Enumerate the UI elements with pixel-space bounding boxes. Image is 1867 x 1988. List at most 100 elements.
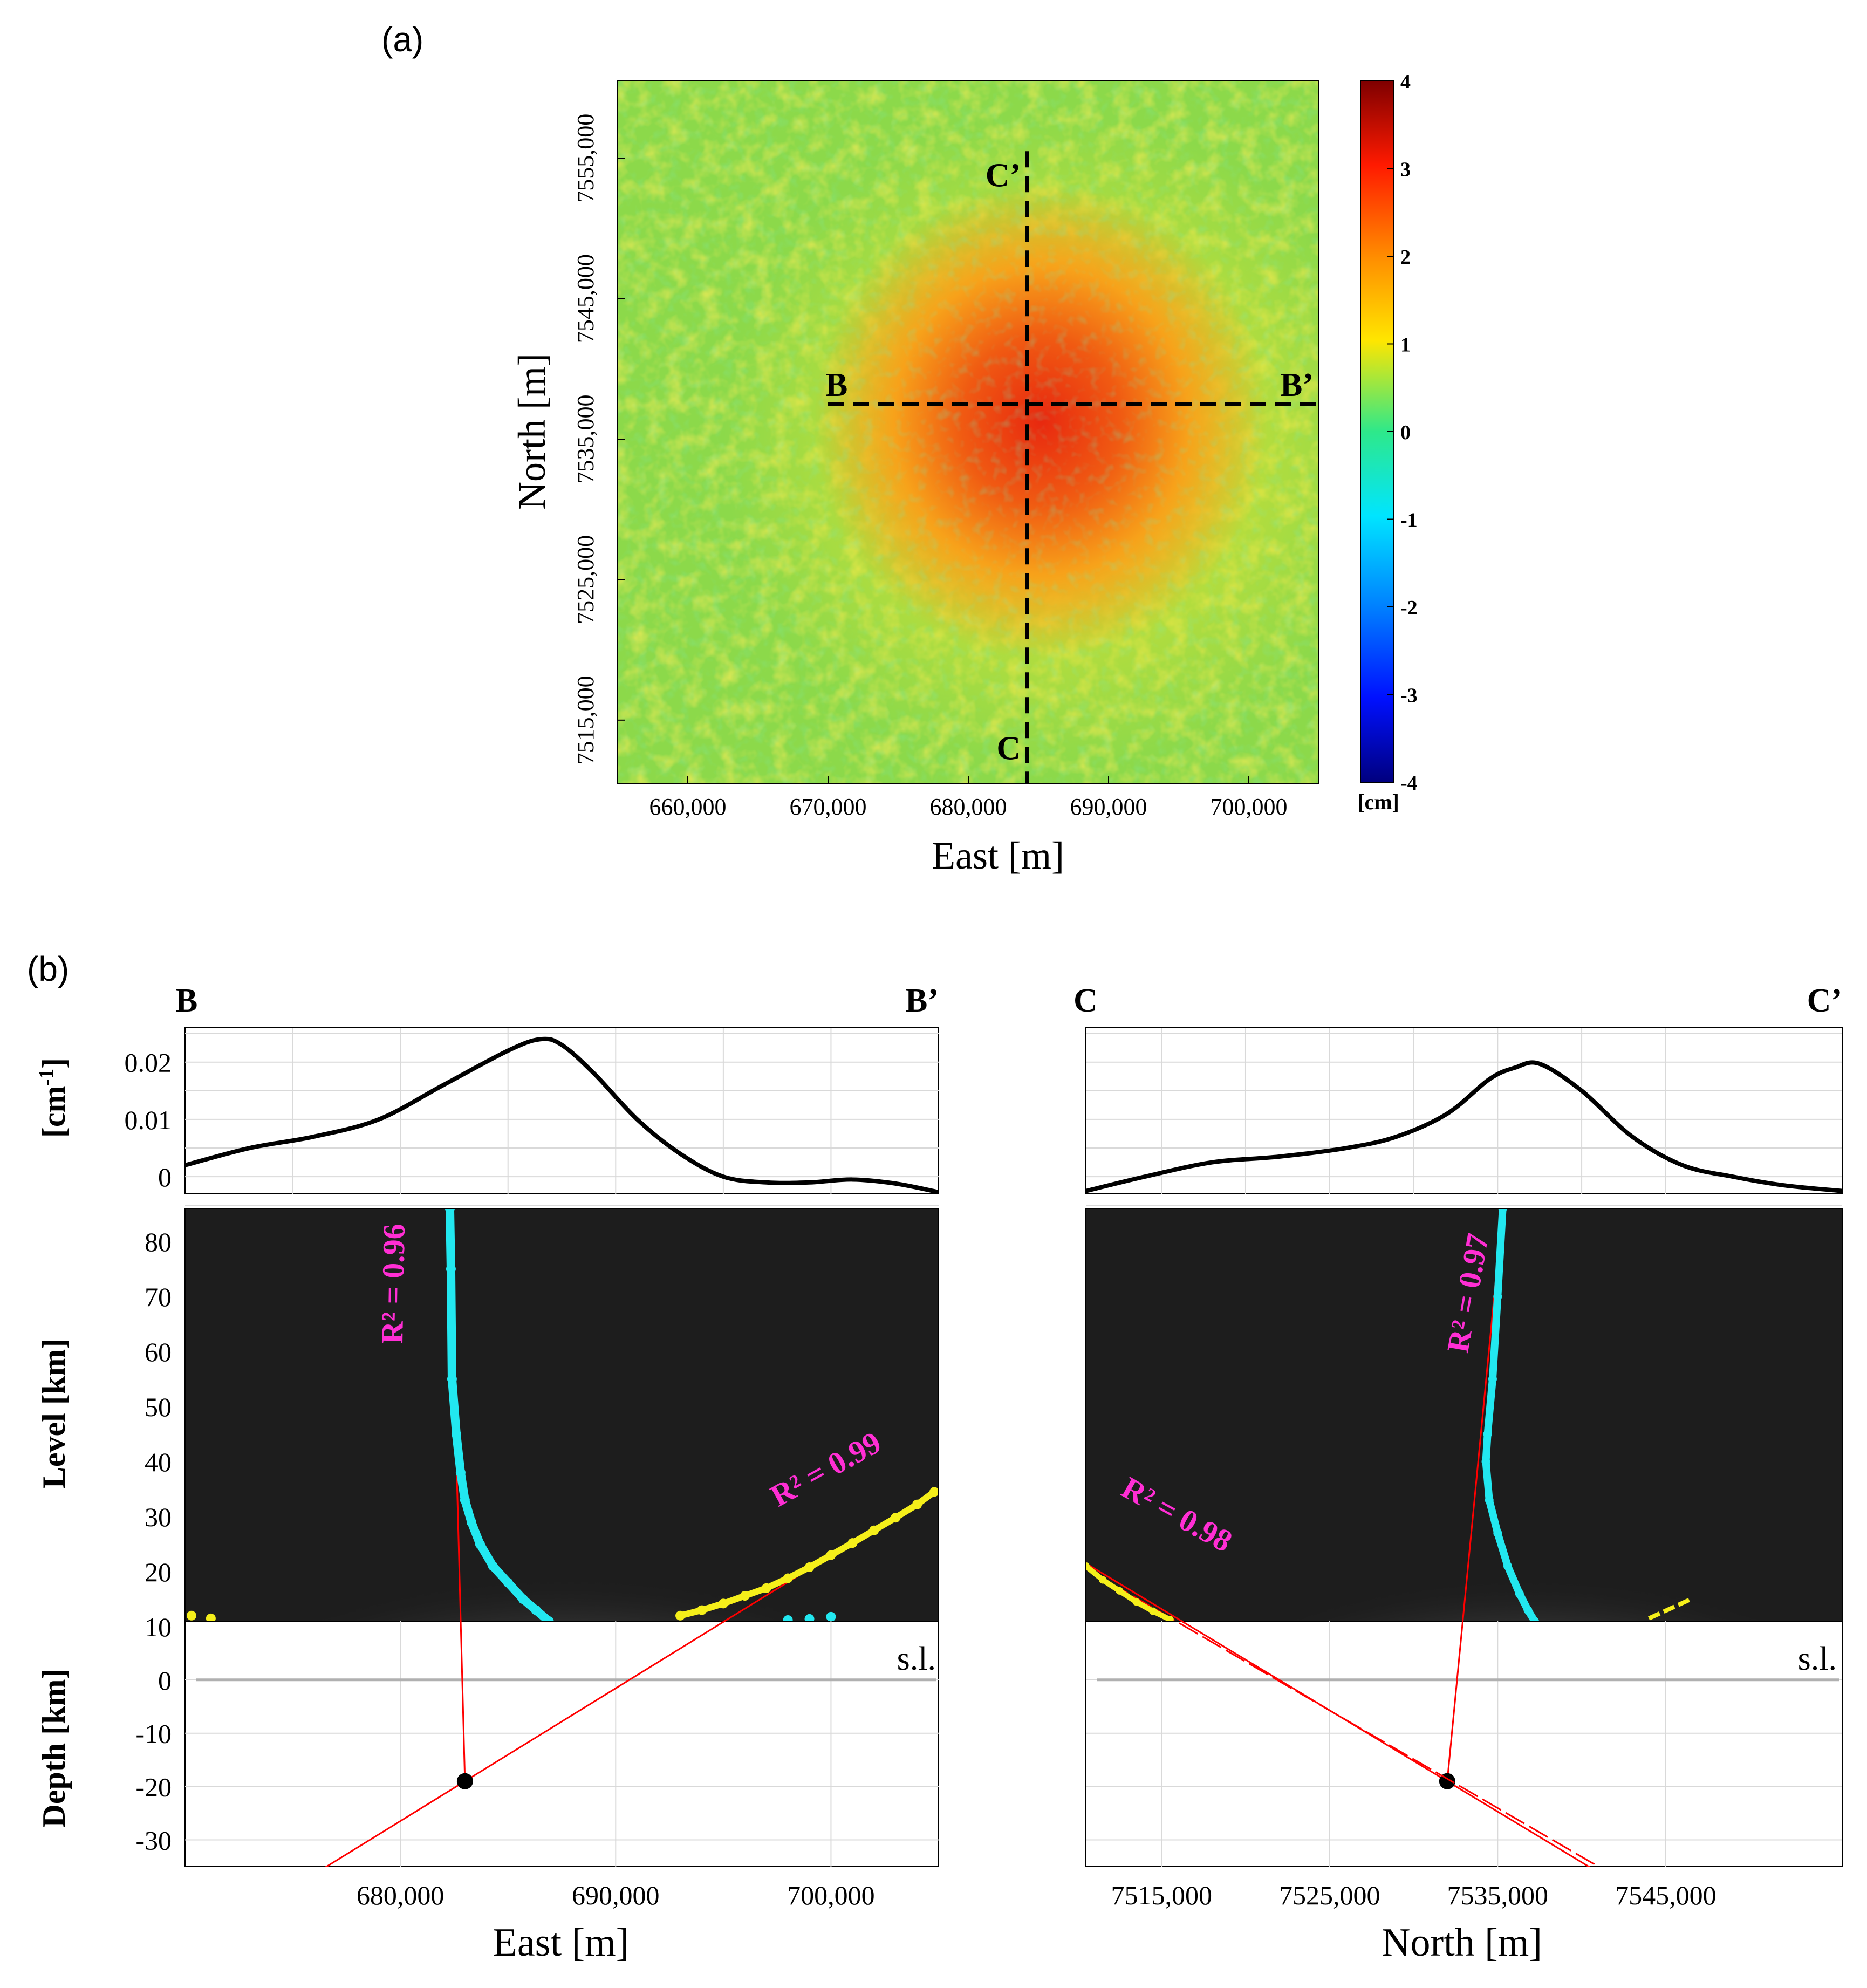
colorbar-tick-label: -2 (1400, 597, 1418, 619)
profile-b-cyan-point (447, 1374, 457, 1384)
profile-c-depth-grid (1086, 1621, 1842, 1867)
profile-b-yellow-point (891, 1513, 901, 1523)
profile-c-curve-axes (1085, 1027, 1843, 1194)
profile-c-curve-grid (1086, 1028, 1842, 1206)
profile-b-yellow-point (847, 1538, 858, 1548)
profile-b-cyan-point (451, 1429, 461, 1439)
map-y-label: North [m] (510, 353, 553, 510)
level-y-tick-label: 10 (145, 1612, 172, 1642)
profile-b-shallow-fit (325, 1621, 727, 1867)
depth-y-tick-label: -30 (135, 1826, 172, 1856)
profile-b-source-point (456, 1773, 473, 1789)
profile-c-panel: C C’ R² = 0.98 R² = 0.97 7515,000 7525,00… (1073, 982, 1843, 1965)
map-panel: 660,000 670,000 680,000 690,000 700,000 7515,… (510, 80, 1319, 877)
profile-b-cyan-point (444, 1208, 455, 1213)
profile-b-cyan-point (544, 1616, 554, 1621)
profile-b-x-label: East [m] (493, 1921, 630, 1965)
colorbar-tick-label: 1 (1400, 334, 1411, 357)
map-x-tick-label: 700,000 (1211, 794, 1288, 820)
profile-b-curve-ticks: 0.02 0.01 0 (125, 1048, 172, 1192)
profile-c-depth-lines (1174, 1621, 1599, 1867)
profile-c-yellow-point (1116, 1587, 1124, 1595)
profile-c-curve (1085, 1060, 1843, 1193)
profile-b-curve (184, 1036, 939, 1194)
map-label-c: C (996, 730, 1021, 767)
curve-y-tick-label: 0.01 (125, 1105, 172, 1135)
profile-b-depth-axes (184, 1621, 939, 1867)
curve-y-tick-label: 0.02 (125, 1048, 172, 1078)
colorbar-tick-label: 3 (1400, 159, 1411, 181)
profile-b-level-points (186, 1208, 939, 1621)
profile-c-shallow-fit-alt (1174, 1621, 1599, 1867)
profile-c-cyan-point (1530, 1617, 1539, 1621)
profile-b-start-label: B (175, 982, 197, 1019)
panel-b-label: (b) (27, 949, 69, 988)
profile-c-yellow-point (1086, 1562, 1090, 1570)
profile-b-cyan-point (783, 1615, 793, 1621)
level-y-tick-label: 70 (145, 1282, 172, 1312)
profile-c-yellow-point (1099, 1576, 1107, 1584)
profile-b-steep-fit (460, 1621, 466, 1781)
map-y-tick-label: 7555,000 (572, 114, 599, 203)
profile-c-steep-fit (1446, 1621, 1464, 1781)
map-texture-green (618, 81, 1319, 783)
profile-c-end-label: C’ (1807, 982, 1842, 1019)
profile-b-level-ticks: 80 70 60 50 40 30 20 10 (145, 1227, 172, 1642)
profile-b-cyan-point (455, 1467, 466, 1478)
profile-b-level-glow (185, 1389, 939, 1621)
panel-a-label: (a) (381, 20, 423, 59)
map-x-tick-label: 660,000 (649, 794, 727, 820)
sea-level-label-b: s.l. (897, 1641, 936, 1677)
colorbar-tick-label: -3 (1400, 685, 1418, 707)
profile-b-end-label: B’ (905, 982, 939, 1019)
profile-c-depth-axes (1085, 1621, 1843, 1867)
map-label-b-prime: B’ (1280, 367, 1314, 404)
profile-b-yellow-point (761, 1583, 771, 1593)
profile-b-yellow-point (740, 1591, 750, 1601)
depth-y-label: Depth [km] (36, 1669, 72, 1828)
profile-c-cyan-point (1481, 1457, 1490, 1466)
level-y-tick-label: 50 (145, 1392, 172, 1422)
profile-b-yellow-point (696, 1605, 707, 1615)
profile-x-tick-label: 7525,000 (1279, 1880, 1380, 1910)
profile-c-depth-ticks: 7515,000 7525,000 7535,000 7545,000 (1111, 1880, 1716, 1910)
map-ticks: 660,000 670,000 680,000 690,000 700,000 7515,… (572, 114, 1288, 820)
colorbar-ticks: 4 3 2 1 0 -1 -2 -3 -4 (1387, 71, 1418, 795)
profile-b-yellow-point (826, 1550, 836, 1560)
profile-b-yellow-point (929, 1487, 939, 1497)
profile-x-tick-label: 7545,000 (1615, 1880, 1716, 1910)
map-y-tick-label: 7515,000 (572, 675, 599, 764)
curve-y-label: [cm-1] (35, 1058, 72, 1138)
profile-b-panel: B B’ 0.02 0.01 0 [cm-1] 80 70 60 50 40 30 20 10 R… (35, 982, 939, 1965)
profile-x-tick-label: 700,000 (787, 1880, 875, 1910)
map-x-tick-label: 690,000 (1070, 794, 1147, 820)
depth-y-tick-label: -20 (135, 1772, 172, 1802)
colorbar: 4 3 2 1 0 -1 -2 -3 -4 [cm] (1357, 71, 1418, 814)
profile-b-cyan-point (475, 1539, 485, 1549)
profile-c-yellow-point (1166, 1615, 1174, 1621)
profile-b-yellow-point (869, 1525, 879, 1535)
profile-b-cyan-point (466, 1517, 476, 1527)
map-x-tick-label: 670,000 (790, 794, 867, 820)
profile-c-yellow-segment (1648, 1597, 1692, 1621)
colorbar-unit: [cm] (1357, 790, 1399, 814)
profile-b-cyan-point (503, 1577, 513, 1588)
profile-c-cyan-point (1488, 1375, 1497, 1384)
profile-b-depth-lines (325, 1621, 727, 1867)
level-y-tick-label: 60 (145, 1337, 172, 1367)
profile-b-cyan-point (488, 1561, 498, 1571)
profile-c-cyan-point (1483, 1430, 1492, 1439)
profile-b-yellow-point (718, 1598, 728, 1609)
profile-c-x-label: North [m] (1382, 1921, 1542, 1965)
profile-b-yellow-point (206, 1613, 216, 1621)
map-label-c-prime: C’ (986, 157, 1021, 194)
profile-c-cyan-point (1498, 1208, 1507, 1213)
colorbar-tick-label: -4 (1400, 772, 1418, 795)
profile-c-cyan-point (1493, 1292, 1502, 1301)
profile-b-yellow-point (186, 1610, 196, 1621)
level-y-tick-label: 80 (145, 1227, 172, 1257)
profile-c-yellow-point (1149, 1607, 1157, 1615)
r2-label-b-left: R² = 0.96 (374, 1224, 412, 1344)
profile-b-curve-axes (184, 1027, 939, 1194)
